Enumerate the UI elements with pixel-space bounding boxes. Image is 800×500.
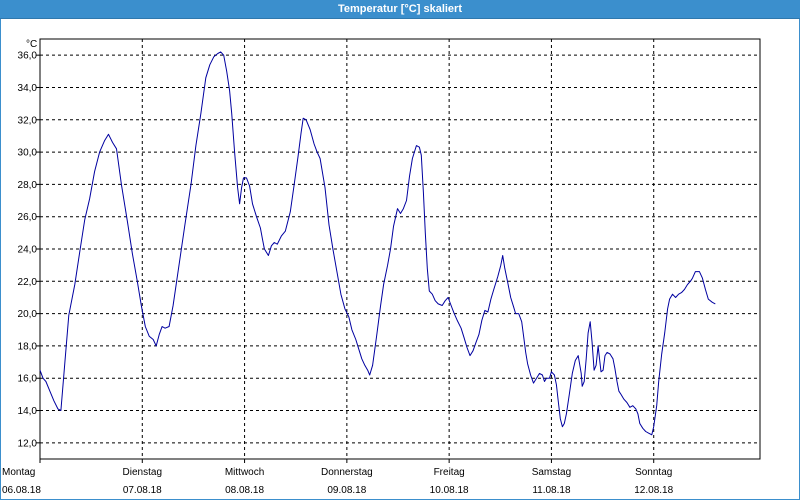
y-tick-label: 32,0 xyxy=(18,115,38,126)
x-tick-day-label: Sonntag xyxy=(635,467,672,478)
x-tick-date-label: 06.08.18 xyxy=(2,485,41,496)
x-tick-day-label: Montag xyxy=(2,467,35,478)
x-tick-date-label: 08.08.18 xyxy=(225,485,264,496)
y-tick-label: 24,0 xyxy=(18,245,38,256)
y-axis: 12,0 14,0 16,0 18,0 20,0 22,0 24,0 26,0 28,0 30,0… xyxy=(18,51,40,449)
y-tick-label: 14,0 xyxy=(18,406,38,417)
y-axis-unit-label: °C xyxy=(26,39,37,50)
y-tick-label: 26,0 xyxy=(18,212,38,223)
x-tick-day-label: Freitag xyxy=(434,467,465,478)
y-tick-label: 20,0 xyxy=(18,309,38,320)
x-tick-day-label: Samstag xyxy=(532,467,571,478)
x-tick-date-label: 07.08.18 xyxy=(123,485,162,496)
x-tick-date-label: 10.08.18 xyxy=(430,485,469,496)
y-tick-label: 18,0 xyxy=(18,341,38,352)
x-tick-day-label: Dienstag xyxy=(123,467,162,478)
y-tick-label: 30,0 xyxy=(18,148,38,159)
temperature-chart: 12,0 14,0 16,0 18,0 20,0 22,0 24,0 26,0 28,0 30,0… xyxy=(2,38,761,496)
y-tick-label: 16,0 xyxy=(18,374,38,385)
x-tick-day-label: Donnerstag xyxy=(321,467,373,478)
window-title-bar: Temperatur [°C] skaliert xyxy=(0,0,800,19)
window-title: Temperatur [°C] skaliert xyxy=(337,3,462,15)
y-tick-label: 12,0 xyxy=(18,438,38,449)
y-tick-label: 36,0 xyxy=(18,51,38,62)
y-tick-label: 22,0 xyxy=(18,277,38,288)
x-tick-date-label: 12.08.18 xyxy=(634,485,673,496)
temperature-series-line xyxy=(39,51,716,436)
grid-lines xyxy=(40,39,760,459)
x-axis: Montag 06.08.18 Dienstag 07.08.18 Mittwoch 08… xyxy=(2,459,674,496)
y-tick-label: 34,0 xyxy=(18,83,38,94)
series-group xyxy=(39,51,716,436)
x-tick-date-label: 11.08.18 xyxy=(532,485,571,496)
x-tick-day-label: Mittwoch xyxy=(225,467,264,478)
y-tick-label: 28,0 xyxy=(18,180,38,191)
x-tick-date-label: 09.08.18 xyxy=(327,485,366,496)
